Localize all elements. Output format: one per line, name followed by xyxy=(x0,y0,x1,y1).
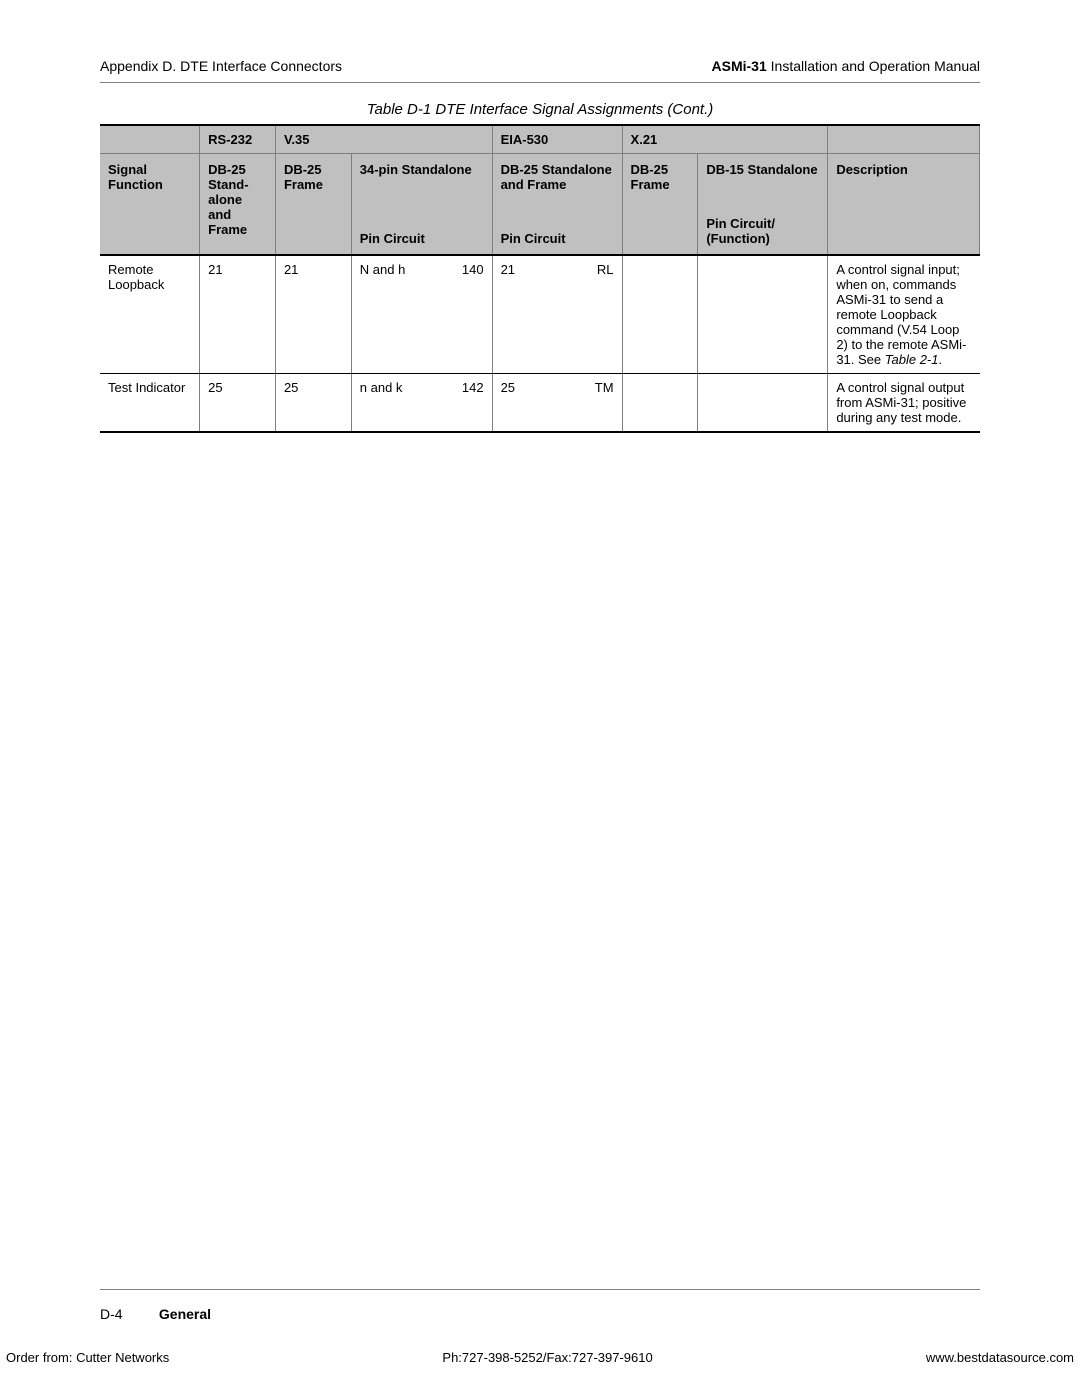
cell-v35b: n and k 142 xyxy=(351,374,492,433)
cell-desc: A control signal input; when on, command… xyxy=(828,255,980,374)
footer-separator xyxy=(100,1289,980,1290)
cell-signal: Remote Loopback xyxy=(100,255,200,374)
header-right: ASMi-31 Installation and Operation Manua… xyxy=(712,58,980,74)
eia-circ: RL xyxy=(597,262,614,277)
col-v35-sub-b: 34-pin Standalone Pin Circuit xyxy=(351,154,492,256)
header-right-bold: ASMi-31 xyxy=(712,58,767,74)
footer-section: General xyxy=(159,1306,211,1322)
col-rs232-sub: DB-25 Stand-alone and Frame xyxy=(200,154,276,256)
cell-x21a xyxy=(622,374,698,433)
cell-v35b: N and h 140 xyxy=(351,255,492,374)
page-body: Appendix D. DTE Interface Connectors ASM… xyxy=(0,0,1080,1350)
col-eia: EIA-530 xyxy=(492,125,622,154)
v35-sub-top: 34-pin Standalone xyxy=(360,162,484,177)
col-blank xyxy=(100,125,200,154)
eia-sub-bot: Pin Circuit xyxy=(501,231,614,246)
desc-ref: Table 2-1 xyxy=(885,352,939,367)
eia-pin: 21 xyxy=(501,262,515,277)
footer-label: D-4 General xyxy=(100,1306,211,1322)
table-row: Test Indicator 25 25 n and k 142 25 TM xyxy=(100,374,980,433)
cell-x21a xyxy=(622,255,698,374)
col-rs232: RS-232 xyxy=(200,125,276,154)
cell-eia: 21 RL xyxy=(492,255,622,374)
col-v35: V.35 xyxy=(275,125,492,154)
header-left-title: DTE Interface Connectors xyxy=(180,58,342,74)
desc-main: A control signal output from ASMi-31; po… xyxy=(836,380,966,425)
cell-signal: Test Indicator xyxy=(100,374,200,433)
bottom-left: Order from: Cutter Networks xyxy=(6,1350,169,1365)
cell-eia: 25 TM xyxy=(492,374,622,433)
col-desc: Description xyxy=(828,154,980,256)
eia-sub-top: DB-25 Standalone and Frame xyxy=(501,162,614,192)
table-row: Remote Loopback 21 21 N and h 140 21 RL xyxy=(100,255,980,374)
col-x21-sub-a: DB-25 Frame xyxy=(622,154,698,256)
bottom-bar: Order from: Cutter Networks Ph:727-398-5… xyxy=(0,1350,1080,1373)
header-left: Appendix D. DTE Interface Connectors xyxy=(100,58,342,74)
cell-x21b xyxy=(698,255,828,374)
page-number: D-4 xyxy=(100,1306,155,1322)
cell-rs232: 25 xyxy=(200,374,276,433)
header-left-prefix: Appendix D. xyxy=(100,58,180,74)
col-eia-sub: DB-25 Standalone and Frame Pin Circuit xyxy=(492,154,622,256)
v35b-circ: 140 xyxy=(462,262,484,277)
table-body: Remote Loopback 21 21 N and h 140 21 RL xyxy=(100,255,980,432)
x21-sub-top: DB-15 Standalone xyxy=(706,162,819,177)
col-v35-sub-a: DB-25 Frame xyxy=(275,154,351,256)
cell-v35a: 21 xyxy=(275,255,351,374)
eia-circ: TM xyxy=(595,380,614,395)
col-x21: X.21 xyxy=(622,125,828,154)
page-header: Appendix D. DTE Interface Connectors ASM… xyxy=(100,58,980,83)
table-group-row: RS-232 V.35 EIA-530 X.21 xyxy=(100,125,980,154)
v35-sub-bot: Pin Circuit xyxy=(360,231,484,246)
signal-table: RS-232 V.35 EIA-530 X.21 Signal Function… xyxy=(100,124,980,433)
bottom-right: www.bestdatasource.com xyxy=(926,1350,1074,1365)
bottom-center: Ph:727-398-5252/Fax:727-397-9610 xyxy=(442,1350,652,1365)
v35b-circ: 142 xyxy=(462,380,484,395)
col-x21-sub-b: DB-15 Standalone Pin Circuit/ (Function) xyxy=(698,154,828,256)
cell-x21b xyxy=(698,374,828,433)
x21-sub-bot: Pin Circuit/ (Function) xyxy=(706,216,819,246)
cell-desc: A control signal output from ASMi-31; po… xyxy=(828,374,980,433)
table-sub-row: Signal Function DB-25 Stand-alone and Fr… xyxy=(100,154,980,256)
desc-tail: . xyxy=(938,352,942,367)
col-blank2 xyxy=(828,125,980,154)
v35b-pin: N and h xyxy=(360,262,406,277)
table-title: Table D-1 DTE Interface Signal Assignmen… xyxy=(100,101,980,118)
header-right-rest: Installation and Operation Manual xyxy=(767,58,980,74)
v35b-pin: n and k xyxy=(360,380,403,395)
eia-pin: 25 xyxy=(501,380,515,395)
cell-v35a: 25 xyxy=(275,374,351,433)
cell-rs232: 21 xyxy=(200,255,276,374)
col-signal: Signal Function xyxy=(100,154,200,256)
